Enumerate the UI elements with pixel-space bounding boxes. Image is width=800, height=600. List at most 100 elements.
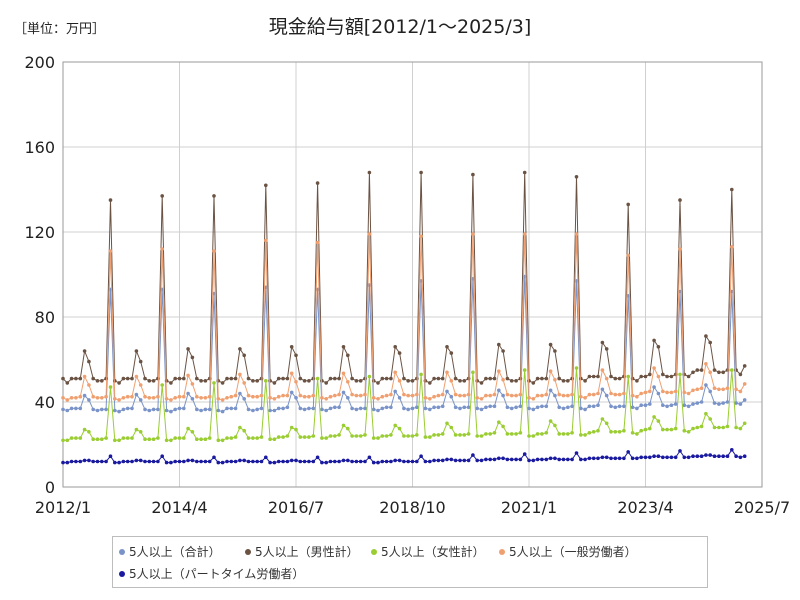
data-point [669,427,674,432]
data-point [302,394,307,399]
data-point [423,459,428,464]
data-point [462,393,467,398]
data-point [432,376,436,381]
data-point [643,455,648,460]
data-point [721,401,725,405]
data-point [415,405,419,410]
data-point [514,405,518,410]
data-point [643,427,648,432]
data-point [78,376,83,381]
data-point [216,460,221,465]
grid-lines [62,61,763,488]
legend-item: 5人以上（パートタイム労働者） [119,565,304,582]
data-point [337,376,341,381]
data-point [661,372,665,377]
data-point [630,405,635,410]
data-point [160,194,164,198]
data-point [557,392,561,397]
data-point [376,460,380,465]
data-point [557,432,561,436]
data-point [682,403,687,408]
data-point [173,436,177,440]
data-point [294,458,298,463]
data-point [428,381,432,385]
data-point [436,376,441,381]
data-point [432,433,436,437]
data-point [333,376,337,381]
data-point [600,417,605,421]
data-point [229,406,234,411]
data-point [509,406,514,411]
data-point [61,396,65,400]
chart-title: 現金給与額[2012/1～2025/3] [268,16,532,38]
data-point [742,421,747,426]
data-point [691,388,695,393]
data-point [117,398,121,402]
data-point [579,394,583,399]
data-point [540,376,544,381]
data-point [384,459,389,464]
data-point [639,403,643,408]
data-point [363,433,367,437]
data-point [384,393,389,398]
data-point [298,459,303,464]
data-point [734,387,738,392]
legend-item: 5人以上（合計） [119,543,221,560]
data-point [341,458,346,463]
data-point [557,405,561,410]
data-point [449,457,454,462]
data-point [479,458,484,463]
data-point [117,409,121,414]
data-point [264,183,268,188]
data-point [415,433,419,437]
legend-item: 5人以上（男性計） [245,543,359,560]
data-point [82,374,87,379]
data-point [540,404,544,409]
data-point [665,390,669,395]
data-point [639,455,643,460]
data-point [138,430,143,434]
data-point [479,434,484,438]
data-point [587,374,592,379]
data-point [678,449,682,453]
data-point [298,435,303,439]
data-point [203,459,208,464]
data-point [199,396,203,400]
data-point [350,376,354,381]
data-point [143,376,147,381]
data-point [134,349,139,353]
data-point [156,407,160,412]
data-point [358,459,363,464]
data-point [635,394,639,399]
data-point [518,457,523,462]
data-point [350,392,354,397]
data-point [255,459,259,464]
x-tick-label: 2021/1 [501,498,557,517]
data-point [652,385,656,389]
data-point [276,406,281,411]
data-point [225,376,229,381]
data-point [708,370,712,375]
data-point [505,376,510,381]
data-point [725,368,730,372]
data-point [402,459,406,464]
data-point [358,379,363,383]
data-point [186,373,190,378]
data-point [104,436,108,440]
data-point [246,459,251,464]
data-point [328,406,333,411]
data-point [579,406,583,411]
data-point [195,437,199,442]
data-point [268,396,272,400]
data-point [725,400,730,404]
data-point [613,405,618,410]
data-point [320,396,324,400]
data-point [531,434,536,438]
data-point [229,394,234,399]
data-point [514,379,518,383]
data-point [738,455,743,460]
data-point [130,406,134,411]
data-point [639,391,643,396]
data-point [195,376,199,381]
data-point [699,368,704,372]
